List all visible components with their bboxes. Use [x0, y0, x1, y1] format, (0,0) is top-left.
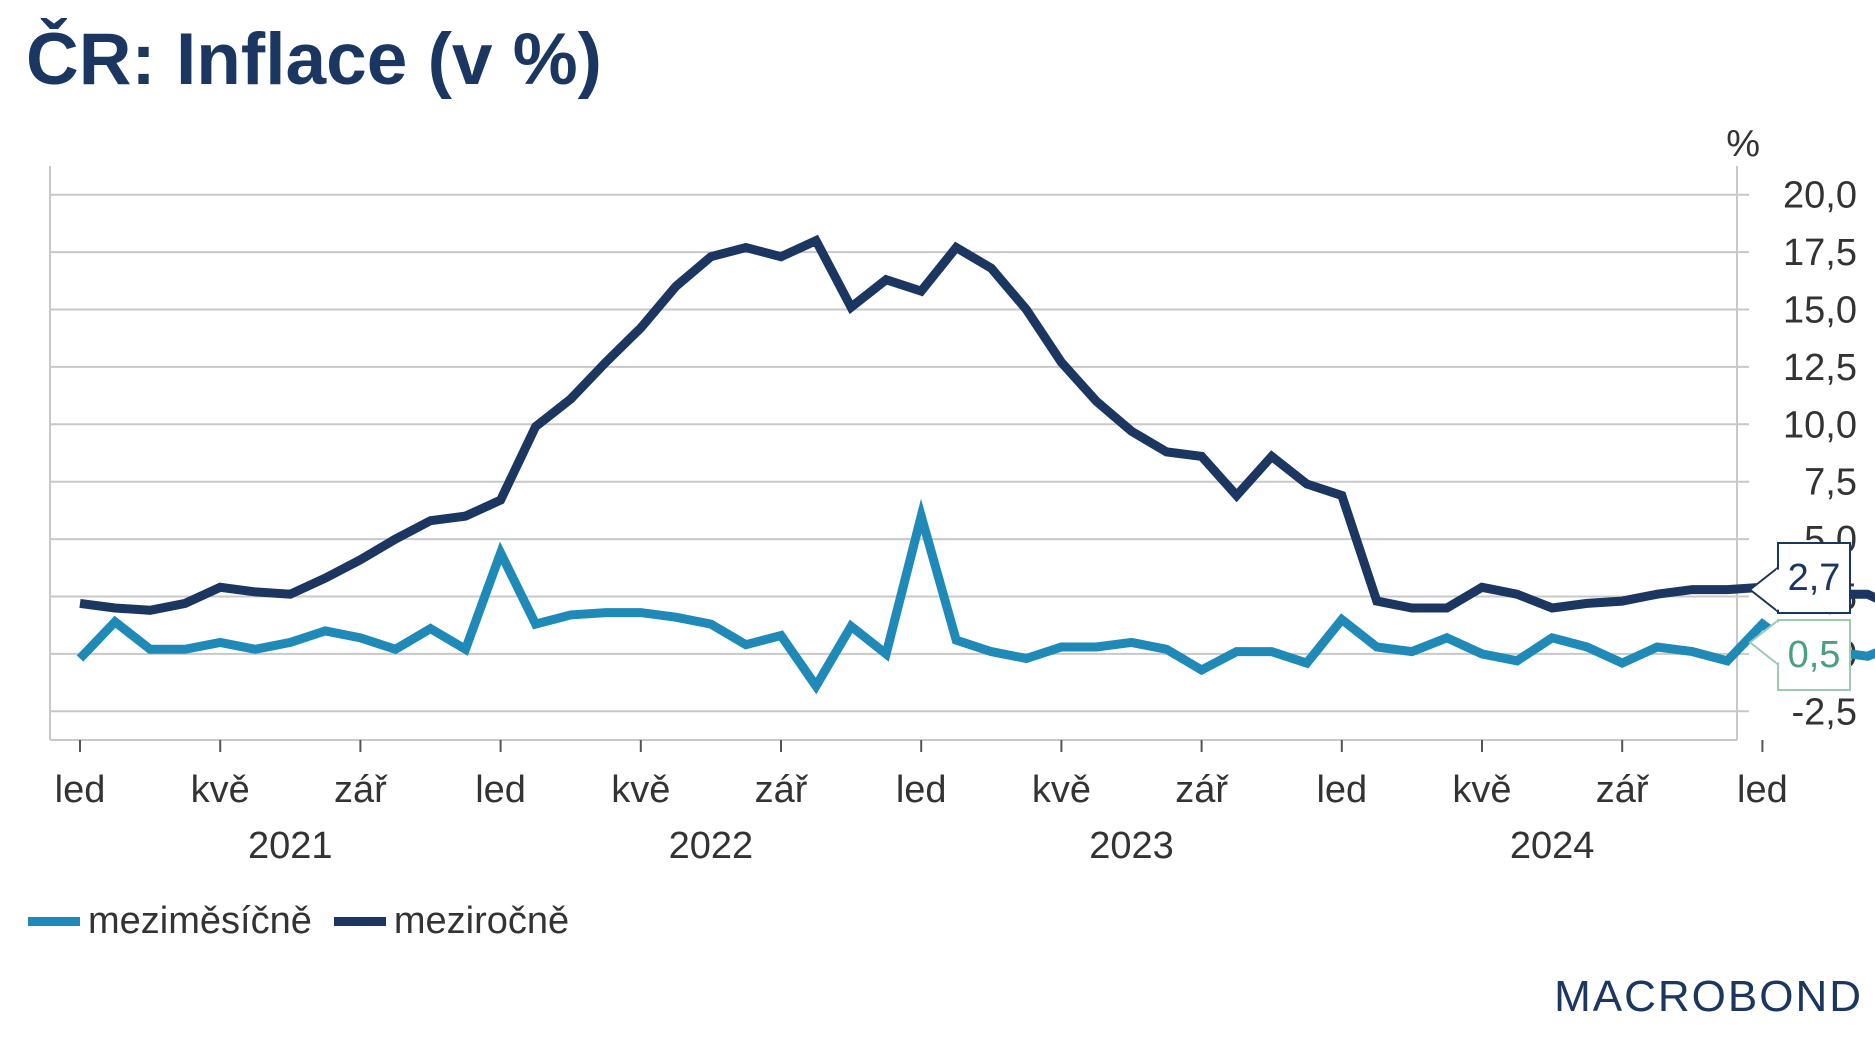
x-tick-label: zář	[1596, 769, 1650, 811]
series-line-meziměsíčně	[76, 498, 1875, 695]
callout-meziměsíčně-box	[1777, 619, 1851, 691]
callout-meziročně: 2,7	[1748, 542, 1851, 614]
legend-item-mom: meziměsíčně	[28, 900, 312, 943]
callout-meziměsíčně-joint	[1776, 622, 1782, 663]
x-tick-label: zář	[755, 769, 809, 811]
x-tick-label: kvě	[1873, 769, 1875, 811]
legend-label-mom: meziměsíčně	[88, 900, 312, 942]
series-lines	[76, 234, 1875, 695]
legend-item-yoy: meziročně	[333, 900, 570, 943]
x-tick-label: kvě	[191, 769, 250, 811]
callout-meziročně-joint	[1776, 569, 1782, 610]
x-tick-label: led	[1316, 769, 1367, 811]
x-tick-label: led	[55, 769, 106, 811]
year-label: 2022	[669, 825, 754, 867]
x-tick-label: zář	[1175, 769, 1229, 811]
y-tick-label: 7,5	[1804, 462, 1857, 504]
macrobond-logo: MACROBOND	[1554, 972, 1863, 1021]
y-tick-label: 12,5	[1783, 347, 1857, 389]
series-line-meziročně	[79, 234, 1875, 615]
value-callouts: 2,7 0,5	[1748, 542, 1851, 691]
legend-swatch-mom	[28, 917, 80, 926]
year-label: 2023	[1089, 825, 1174, 867]
x-tick-label: kvě	[1452, 769, 1511, 811]
callout-meziročně-pointer	[1748, 566, 1779, 613]
y-tick-label: 20,0	[1783, 175, 1857, 217]
axes: 20,017,515,012,510,07,55,02,50,0-2,5%led…	[49, 123, 1875, 867]
callout-meziročně-value: 2,7	[1788, 557, 1841, 599]
callout-meziměsíčně: 0,5	[1748, 619, 1851, 691]
y-tick-label: 15,0	[1783, 290, 1857, 332]
x-tick-label: led	[475, 769, 526, 811]
x-tick-label: kvě	[1032, 769, 1091, 811]
year-label: 2021	[248, 825, 333, 867]
y-axis-unit-label: %	[1726, 123, 1760, 165]
x-tick-label: led	[896, 769, 947, 811]
gridlines	[50, 193, 1749, 713]
x-tick-label: led	[1737, 769, 1788, 811]
y-tick-label: 10,0	[1783, 404, 1857, 446]
legend-swatch-yoy	[333, 917, 386, 926]
x-tick-label: kvě	[611, 769, 670, 811]
legend-label-yoy: meziročně	[393, 900, 570, 942]
callout-meziměsíčně-pointer	[1748, 619, 1779, 666]
chart-title: ČR: Inflace (v %)	[26, 19, 602, 100]
year-label: 2024	[1510, 825, 1595, 867]
y-tick-label: -2,5	[1792, 691, 1857, 733]
x-tick-label: zář	[334, 769, 388, 811]
callout-meziměsíčně-value: 0,5	[1788, 634, 1841, 676]
legend: meziměsíčně meziročně	[28, 900, 591, 943]
y-tick-label: 17,5	[1783, 232, 1857, 274]
